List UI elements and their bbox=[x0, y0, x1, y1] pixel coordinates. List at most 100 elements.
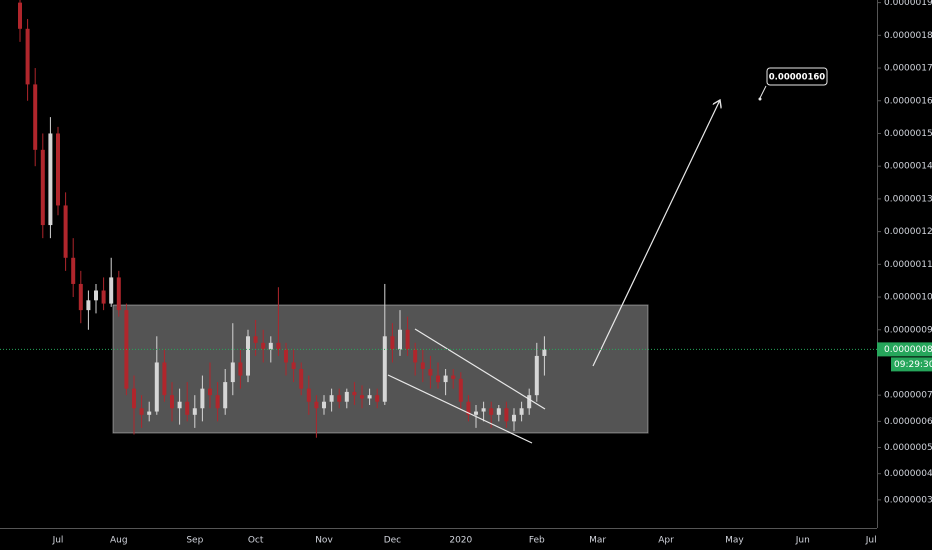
candle-body bbox=[329, 395, 334, 402]
x-tick-label: Aug bbox=[110, 536, 128, 546]
x-tick-label: Apr bbox=[658, 536, 674, 546]
candle-body bbox=[268, 342, 273, 350]
candle-body bbox=[375, 395, 380, 402]
candle-body bbox=[496, 408, 501, 415]
x-tick-label: Jun bbox=[795, 536, 810, 546]
candle-body bbox=[63, 205, 68, 258]
y-tick-label: 0.00000046 bbox=[884, 469, 932, 479]
candle-body bbox=[360, 395, 364, 399]
x-tick-label: Oct bbox=[248, 536, 264, 546]
candle-body bbox=[291, 362, 296, 370]
candle-body bbox=[253, 336, 258, 343]
plot-area bbox=[18, 0, 649, 438]
x-tick-label: Mar bbox=[589, 536, 606, 546]
candle-body bbox=[94, 290, 98, 301]
x-tick-label: May bbox=[725, 536, 744, 546]
candle-body bbox=[512, 414, 516, 422]
channel-line bbox=[387, 374, 533, 444]
candle-body bbox=[466, 401, 471, 415]
y-tick-label: 0.00000038 bbox=[884, 495, 932, 505]
x-tick-label: Jul bbox=[52, 536, 64, 546]
candle-body bbox=[25, 28, 30, 85]
candle-body bbox=[436, 375, 440, 383]
candle-body bbox=[534, 355, 539, 396]
candle-body bbox=[185, 401, 190, 415]
candle-body bbox=[56, 133, 60, 206]
callout-text: 0.00000160 bbox=[769, 73, 826, 83]
candle-body bbox=[139, 408, 144, 415]
candle-body bbox=[489, 408, 494, 415]
candle-body bbox=[208, 388, 212, 396]
candle-body bbox=[71, 257, 76, 284]
candle-body bbox=[519, 408, 524, 415]
candle-body bbox=[154, 362, 159, 412]
candle-body bbox=[306, 388, 311, 402]
candle-body bbox=[337, 395, 342, 402]
candle-body bbox=[109, 277, 114, 304]
candle-body bbox=[481, 408, 486, 412]
candle-body bbox=[192, 408, 197, 415]
candle-body bbox=[398, 329, 402, 350]
candle-body bbox=[527, 395, 532, 409]
x-tick-label: Sep bbox=[186, 536, 203, 546]
candle-body bbox=[299, 369, 304, 389]
last-price-box bbox=[877, 342, 932, 357]
candle-body bbox=[390, 336, 395, 350]
candle-body bbox=[458, 378, 463, 402]
candle-body bbox=[48, 133, 53, 226]
x-tick-label: 2020 bbox=[449, 536, 472, 546]
x-tick-label: Nov bbox=[315, 536, 333, 546]
candle-body bbox=[86, 300, 91, 311]
candle-body bbox=[352, 391, 357, 396]
candle-body bbox=[405, 329, 410, 350]
candle-body bbox=[200, 388, 205, 409]
candle-body bbox=[147, 411, 152, 415]
candle-body bbox=[474, 411, 478, 415]
candle-body bbox=[170, 395, 174, 409]
candle-body bbox=[382, 336, 387, 402]
candle-body bbox=[314, 401, 319, 409]
candle-body bbox=[33, 84, 38, 150]
candle-body bbox=[238, 362, 243, 376]
candle-body bbox=[276, 342, 281, 350]
drawings: 0.00000160 bbox=[387, 67, 828, 444]
candle-body bbox=[413, 349, 418, 363]
countdown-box bbox=[891, 357, 932, 372]
y-tick-label: 0.00000062 bbox=[884, 417, 932, 427]
x-tick-label: Jul bbox=[865, 536, 877, 546]
candle-body bbox=[132, 388, 136, 409]
candle-body bbox=[101, 290, 106, 304]
candle-body bbox=[246, 336, 250, 376]
y-tick-label: 0.00000160 bbox=[884, 96, 932, 106]
candle-body bbox=[451, 375, 456, 379]
candle-body bbox=[177, 401, 182, 409]
candle-body bbox=[162, 362, 167, 396]
candle-body bbox=[428, 369, 433, 376]
last-price-label: 0.00000084 bbox=[884, 345, 932, 355]
candle-body bbox=[322, 401, 326, 409]
candle-body bbox=[215, 395, 220, 409]
candle-body bbox=[78, 283, 83, 311]
candle-body bbox=[504, 408, 509, 422]
candle-body bbox=[443, 375, 448, 383]
candle-body bbox=[18, 2, 22, 29]
callout-anchor bbox=[758, 97, 762, 101]
candle-body bbox=[420, 362, 425, 370]
candle-body bbox=[261, 342, 266, 350]
candle-body bbox=[230, 362, 235, 383]
candle-body bbox=[223, 382, 228, 409]
callout-box bbox=[766, 67, 828, 86]
x-tick-label: Feb bbox=[529, 536, 545, 546]
